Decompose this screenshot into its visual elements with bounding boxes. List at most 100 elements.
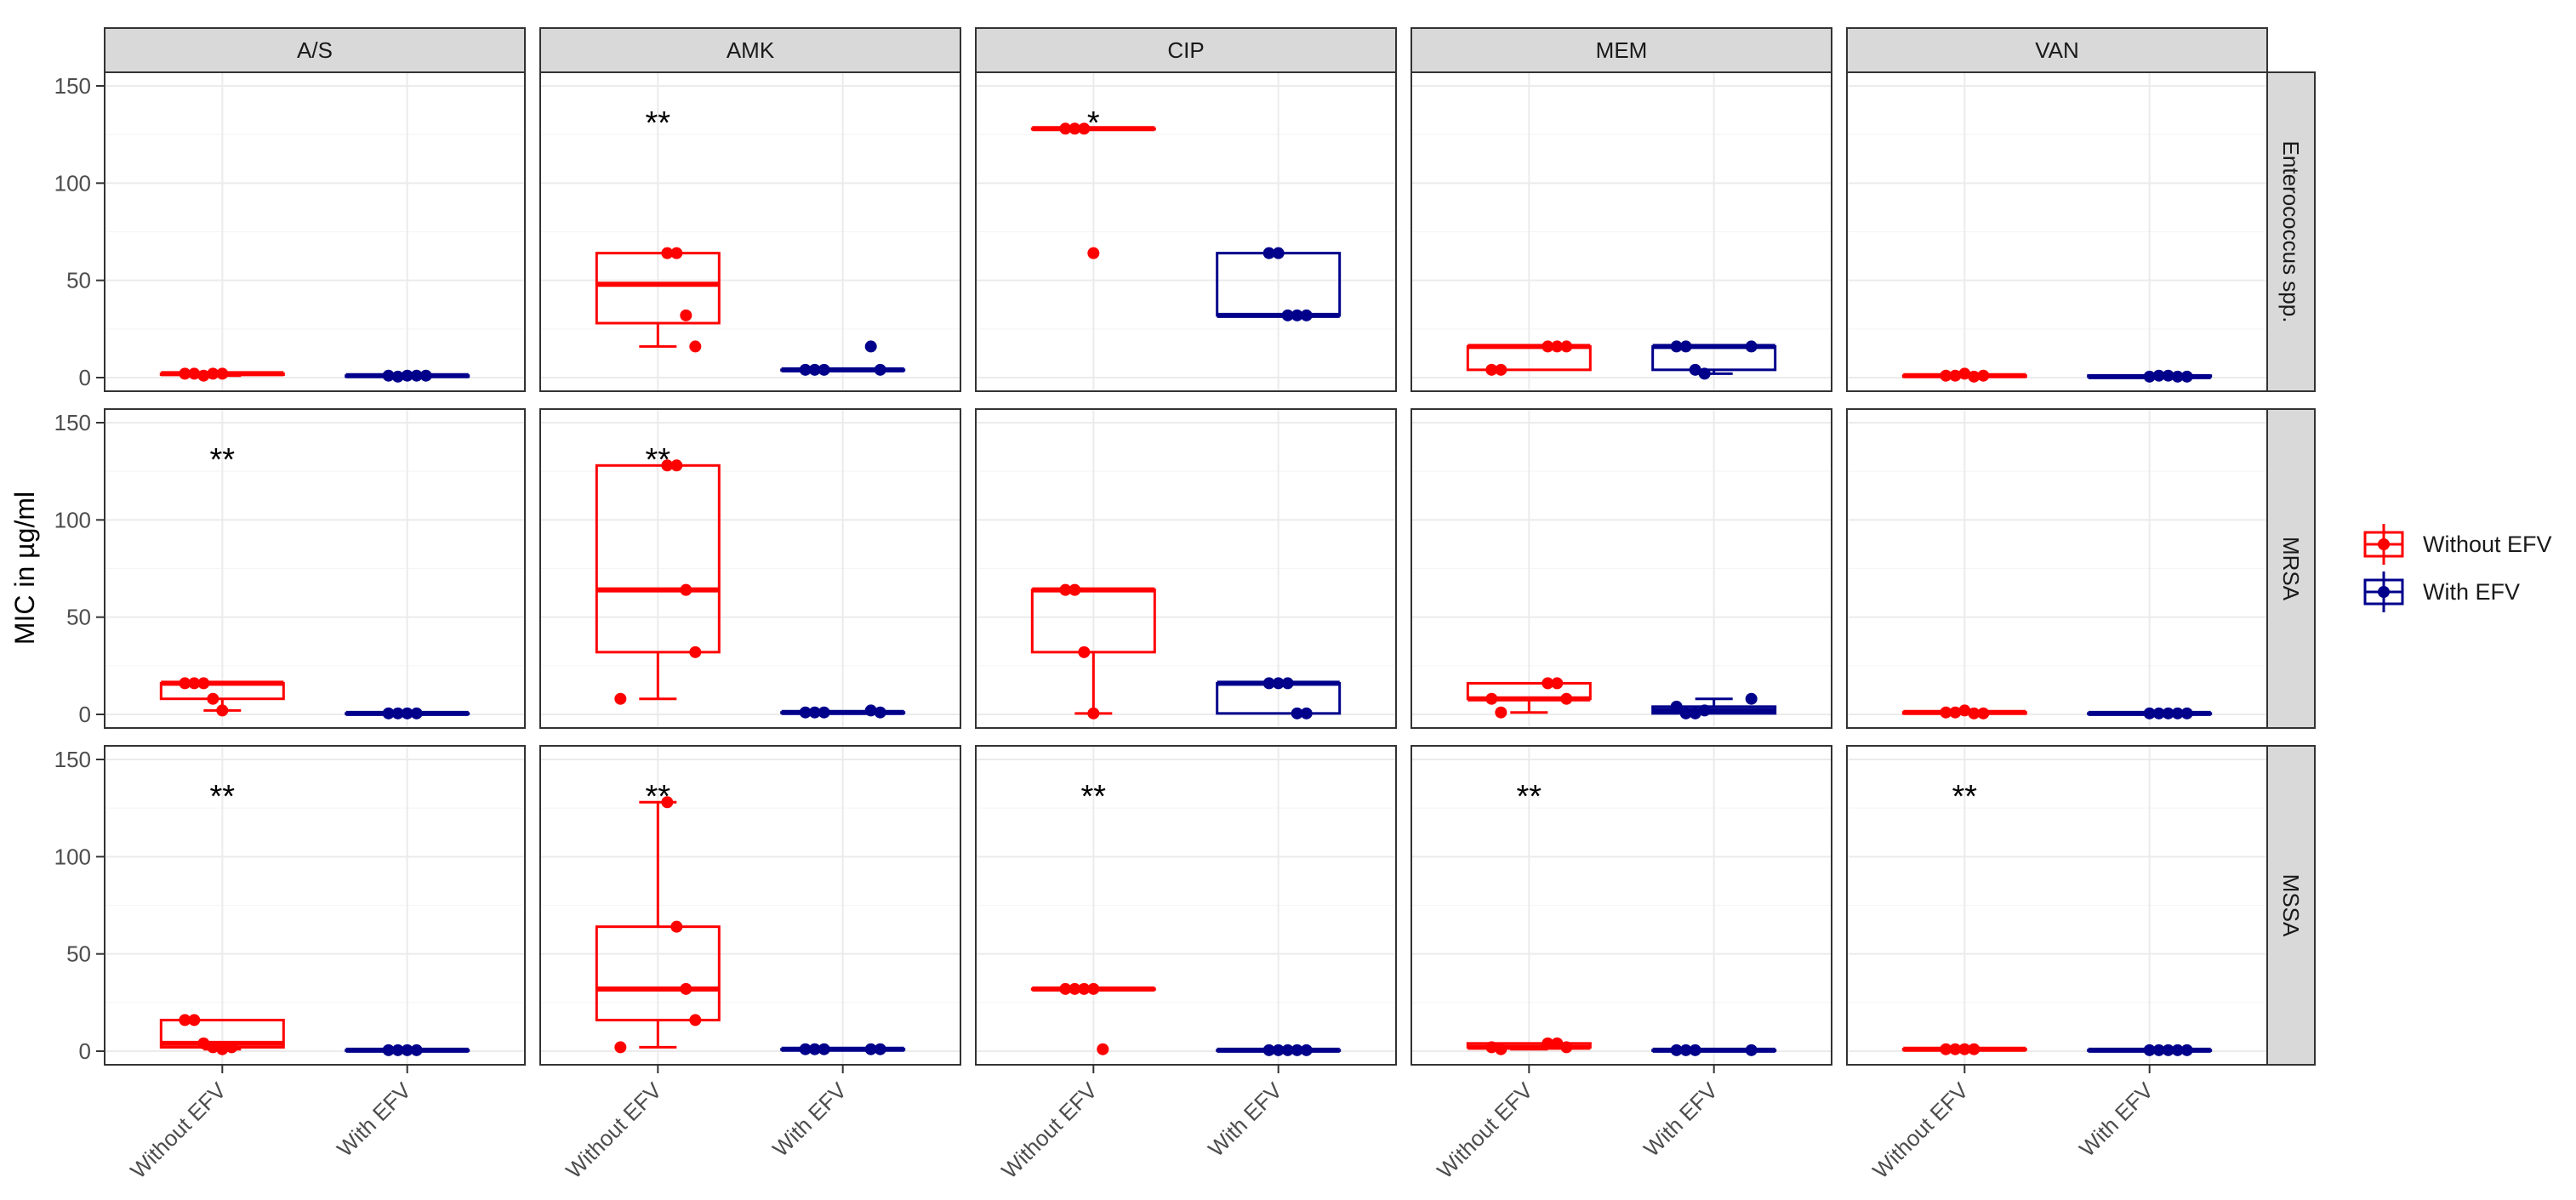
panel-border <box>1846 71 2268 392</box>
data-point <box>1542 340 1554 353</box>
x-tick-label: Without EFV <box>561 1078 667 1184</box>
data-point <box>2143 370 2156 383</box>
box-without-efv <box>1030 583 1156 719</box>
panel-border <box>104 408 526 729</box>
data-point <box>1551 1037 1564 1049</box>
data-point <box>1679 1044 1692 1056</box>
data-point <box>1949 1043 1962 1055</box>
panel-border <box>104 745 526 1066</box>
box-without-efv <box>1901 367 2027 383</box>
significance-label: ** <box>1081 779 1107 815</box>
panel-border <box>1411 408 1832 729</box>
box-with-efv <box>2087 1044 2213 1056</box>
data-point <box>1977 707 1990 719</box>
data-point <box>2162 1044 2174 1056</box>
data-point <box>1670 340 1683 353</box>
box <box>1651 344 1777 372</box>
panel: ** <box>539 745 961 1066</box>
data-point <box>1300 1044 1313 1056</box>
data-point <box>1977 369 1990 382</box>
panel: ** <box>539 408 961 729</box>
significance-label: ** <box>1952 779 1978 815</box>
data-point <box>1059 982 1072 995</box>
y-tick-label: 0 <box>79 702 91 727</box>
legend-key-point <box>2378 586 2390 598</box>
box-without-efv <box>595 459 721 705</box>
box-without-efv <box>1466 677 1592 719</box>
panel: ** <box>1411 745 1832 1066</box>
data-point <box>1551 677 1564 690</box>
data-point <box>1679 340 1692 353</box>
data-point <box>197 369 210 382</box>
data-point <box>818 1043 830 1055</box>
panel-border <box>539 408 961 729</box>
data-point <box>799 1043 812 1055</box>
data-point <box>1679 707 1692 719</box>
row-strip-label: MSSA <box>2278 874 2304 937</box>
box <box>595 252 721 325</box>
legend-entry: Without EFV <box>2363 524 2552 565</box>
data-point <box>2171 1044 2184 1056</box>
box-without-efv <box>159 677 285 717</box>
data-point <box>1087 707 1100 719</box>
data-point <box>1300 309 1313 321</box>
data-point <box>1958 1043 1971 1055</box>
data-point <box>197 1037 210 1049</box>
box <box>595 464 721 654</box>
data-point <box>1542 1037 1554 1049</box>
row-strip-label: MRSA <box>2278 537 2304 601</box>
panel <box>1411 408 1832 729</box>
data-point <box>614 1041 627 1054</box>
data-point <box>1078 645 1091 658</box>
data-point <box>216 704 229 717</box>
box-with-efv <box>2087 369 2213 383</box>
data-point <box>818 363 830 376</box>
data-point <box>1940 369 1952 382</box>
box-with-efv <box>1651 340 1777 380</box>
data-point <box>689 340 702 353</box>
legend-label: Without EFV <box>2423 532 2552 557</box>
panel <box>975 408 1397 729</box>
data-point <box>1689 707 1701 719</box>
column-strip-label: CIP <box>1167 37 1204 63</box>
data-point <box>689 645 702 658</box>
data-point <box>1300 707 1313 719</box>
data-point <box>401 1044 413 1056</box>
data-point <box>1689 1044 1701 1056</box>
data-point <box>1262 247 1275 259</box>
y-tick-label: 0 <box>79 365 91 390</box>
data-point <box>410 1044 423 1056</box>
data-point <box>874 363 886 376</box>
row-strip <box>2266 408 2316 729</box>
data-point <box>2162 707 2174 719</box>
data-point <box>1281 677 1294 690</box>
data-point <box>1059 122 1072 135</box>
data-point <box>1745 692 1758 705</box>
column-strip <box>104 27 526 73</box>
data-point <box>799 706 812 719</box>
panel-border <box>539 745 961 1066</box>
box <box>595 925 721 1021</box>
data-point <box>1958 367 1971 380</box>
box-with-efv <box>1216 677 1342 719</box>
data-point <box>1968 370 1980 383</box>
panel-border <box>104 71 526 392</box>
y-tick-label: 150 <box>54 410 91 435</box>
data-point <box>1078 122 1091 135</box>
data-point <box>188 677 201 690</box>
panel-border <box>1411 71 1832 392</box>
data-point <box>864 340 877 353</box>
significance-label: ** <box>646 442 671 478</box>
legend: Without EFV With EFV <box>2363 524 2552 612</box>
data-point <box>1485 1041 1498 1054</box>
panel: * <box>975 71 1397 392</box>
data-point <box>1281 309 1294 321</box>
row-strip-label: Enterococcus spp. <box>2278 141 2304 323</box>
box-without-efv <box>1466 1037 1592 1055</box>
data-point <box>864 704 877 717</box>
significance-label: ** <box>1517 779 1542 815</box>
data-point <box>216 367 229 380</box>
data-point <box>864 1043 877 1055</box>
panel-border <box>1411 745 1832 1066</box>
